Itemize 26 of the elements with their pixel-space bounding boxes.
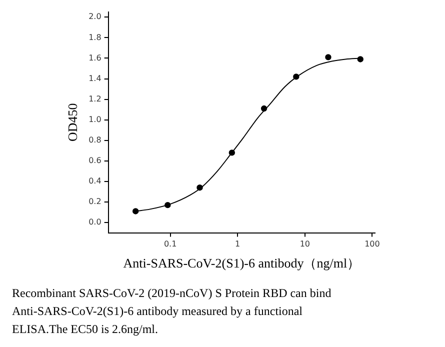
y-tick-label: 2.0 [88,12,102,22]
y-tick-label: 1.4 [88,74,102,83]
y-axis-title: OD450 [65,103,80,142]
y-tick-label: 1.6 [88,53,102,62]
x-axis-title: Anti-SARS-CoV-2(S1)-6 antibody（ng/ml） [123,256,360,271]
point [164,202,171,208]
y-tick-label: 1.0 [88,114,102,124]
point [196,184,203,191]
x-tick-label: 1 [235,240,240,249]
y-tick-label: 0.4 [88,176,102,186]
x-tick-label: 10 [300,240,310,249]
y-tick-label: 0.0 [88,218,102,227]
text: Recombinant SARS-CoV-2 (2019-nCoV) S Protein RBD can bind Anti-SARS-CoV-2(S1)-6 antibody measured by a functional ELISA.The EC50 is 2.6ng/ml. [12,285,332,338]
y-tick-label: 1.8 [88,32,102,42]
x-tick-label: 100 [364,240,380,249]
point [325,54,332,60]
y-tick-label: 0.2 [88,197,102,206]
y-tick-label: 0.8 [88,135,102,144]
point [357,56,364,62]
y-tick-label: 1.2 [88,94,102,104]
point [260,105,268,112]
x-tick-label: 0.1 [164,240,177,249]
y-tick-label: 0.6 [88,156,102,165]
point [132,208,139,214]
point [228,150,236,156]
point [293,74,300,80]
